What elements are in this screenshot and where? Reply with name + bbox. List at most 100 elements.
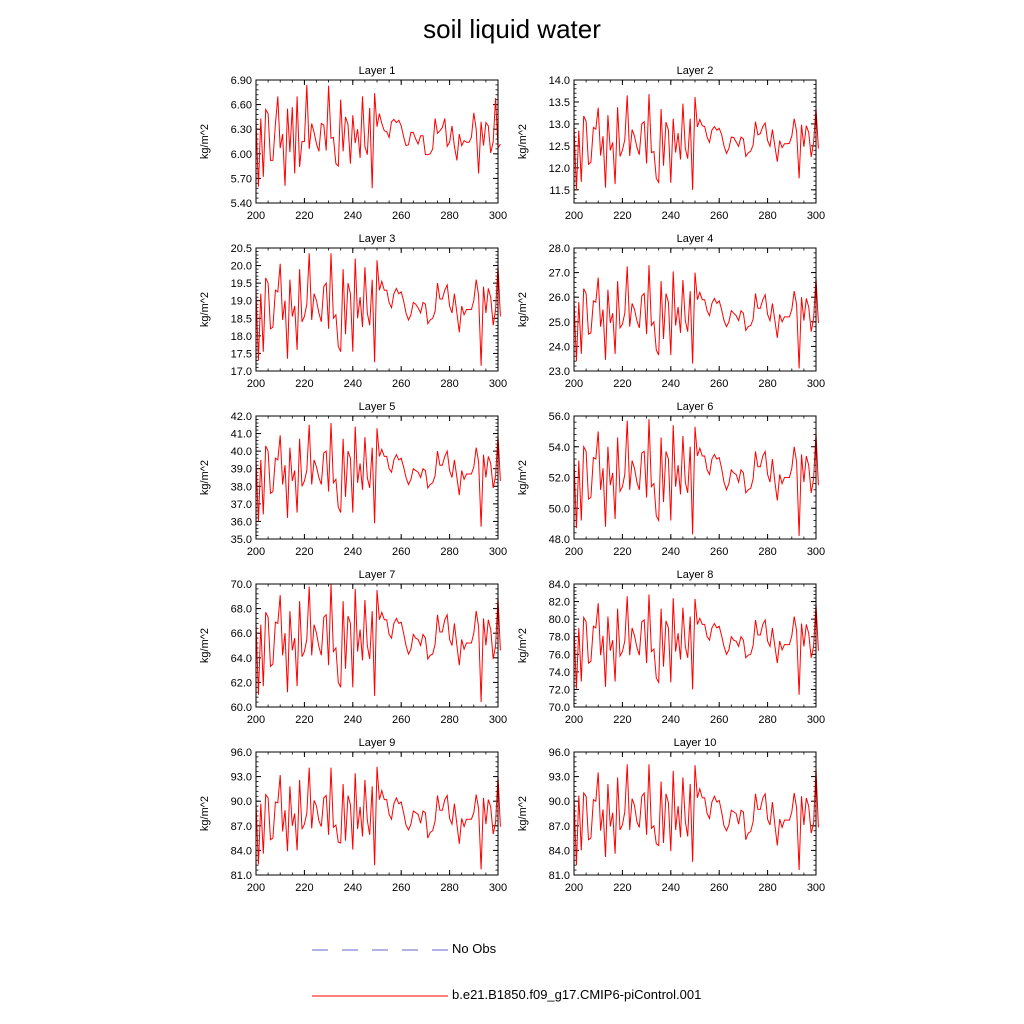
y-tick-label: 6.60 [231,100,252,112]
y-tick-label: 96.0 [231,747,252,759]
series-line [255,253,501,366]
figure-title: soil liquid water [423,14,601,44]
series-line [255,422,501,527]
plot-frame [573,415,817,540]
x-tick-label: 220 [613,882,631,894]
panel-layer-7: Layer 7 kg/m^2 60.0 62.0 64.0 66.0 68.0 70.0 200… [199,569,507,726]
panel-title: Layer 3 [359,233,396,245]
panel-title: Layer 9 [359,737,396,749]
panel-layer-9: Layer 9 kg/m^2 81.0 84.0 87.0 90.0 93.0 96.0 200… [199,737,507,894]
y-tick-label: 93.0 [549,772,570,784]
x-tick-label: 220 [613,210,631,222]
y-tick-label: 93.0 [231,772,252,784]
y-tick-label: 76.0 [549,649,570,661]
y-tick-label: 18.0 [231,331,252,343]
x-tick-label: 260 [710,882,728,894]
x-tick-label: 300 [807,882,825,894]
y-tick-label: 70.0 [549,702,570,714]
series-line [573,419,819,536]
panel-title: Layer 6 [677,401,714,413]
panel-layer-10: Layer 10 kg/m^2 81.0 84.0 87.0 90.0 93.0 96.0 20… [517,737,825,894]
series-line [255,583,501,703]
y-tick-label: 18.5 [231,313,252,325]
y-tick-label: 87.0 [231,821,252,833]
x-tick-label: 240 [344,882,362,894]
y-tick-label: 20.5 [231,243,252,255]
x-tick-label: 200 [565,546,583,558]
y-tick-label: 64.0 [231,653,252,665]
x-tick-label: 200 [565,378,583,390]
y-tick-label: 72.0 [549,684,570,696]
y-tick-label: 48.0 [549,534,570,546]
x-tick-label: 200 [247,210,265,222]
x-tick-label: 300 [489,714,507,726]
y-tick-label: 82.0 [549,597,570,609]
x-tick-label: 240 [662,714,680,726]
x-tick-label: 240 [344,210,362,222]
y-tick-label: 38.0 [231,481,252,493]
x-tick-label: 300 [807,378,825,390]
y-tick-label: 90.0 [549,796,570,808]
y-axis-label: kg/m^2 [199,460,211,495]
y-axis-label: kg/m^2 [199,628,211,663]
y-tick-label: 56.0 [549,411,570,423]
x-tick-label: 280 [440,714,458,726]
x-tick-label: 240 [662,378,680,390]
legend-obs-label: No Obs [452,941,497,956]
x-tick-label: 300 [807,210,825,222]
x-tick-label: 280 [758,210,776,222]
y-tick-label: 17.5 [231,348,252,360]
x-tick-label: 260 [392,714,410,726]
y-axis-label: kg/m^2 [517,628,529,663]
y-tick-label: 5.40 [231,198,252,210]
panel-title: Layer 1 [359,65,396,77]
y-tick-label: 26.0 [549,292,570,304]
x-tick-label: 300 [807,714,825,726]
y-tick-label: 60.0 [231,702,252,714]
x-tick-label: 280 [440,546,458,558]
y-tick-label: 84.0 [231,845,252,857]
y-tick-label: 6.30 [231,124,252,136]
plot-frame [255,751,499,876]
panel-layer-1: Layer 1 kg/m^2 5.40 5.70 6.00 6.30 6.60 6.90 200… [199,65,507,222]
y-axis-label: kg/m^2 [517,460,529,495]
x-tick-label: 200 [247,378,265,390]
panel-title: Layer 5 [359,401,396,413]
plot-frame [255,583,499,708]
x-tick-label: 280 [758,378,776,390]
y-tick-label: 23.0 [549,366,570,378]
x-tick-label: 240 [344,546,362,558]
x-tick-label: 260 [710,378,728,390]
y-tick-label: 13.5 [549,97,570,109]
y-tick-label: 14.0 [549,75,570,87]
x-tick-label: 260 [392,882,410,894]
x-tick-label: 260 [710,546,728,558]
y-tick-label: 5.70 [231,173,252,185]
y-tick-label: 17.0 [231,366,252,378]
panel-title: Layer 7 [359,569,396,581]
x-tick-label: 200 [247,714,265,726]
x-tick-label: 260 [392,378,410,390]
x-tick-label: 280 [758,882,776,894]
x-tick-label: 300 [489,546,507,558]
y-tick-label: 78.0 [549,632,570,644]
panel-title: Layer 10 [674,737,717,749]
y-tick-label: 81.0 [549,870,570,882]
y-tick-label: 96.0 [549,747,570,759]
x-tick-label: 220 [295,882,313,894]
x-tick-label: 200 [247,882,265,894]
x-tick-label: 300 [807,546,825,558]
panel-layer-2: Layer 2 kg/m^2 11.5 12.0 12.5 13.0 13.5 14.0 200… [517,65,825,222]
y-tick-label: 19.5 [231,278,252,290]
x-tick-label: 220 [295,714,313,726]
plot-frame [255,247,499,372]
y-tick-label: 52.0 [549,473,570,485]
x-tick-label: 200 [565,714,583,726]
y-tick-label: 40.0 [231,446,252,458]
legend-obs-swatch [312,949,448,951]
series-line [255,84,501,189]
plot-frame [573,751,817,876]
x-tick-label: 280 [440,210,458,222]
x-tick-label: 260 [710,210,728,222]
x-tick-label: 300 [489,882,507,894]
